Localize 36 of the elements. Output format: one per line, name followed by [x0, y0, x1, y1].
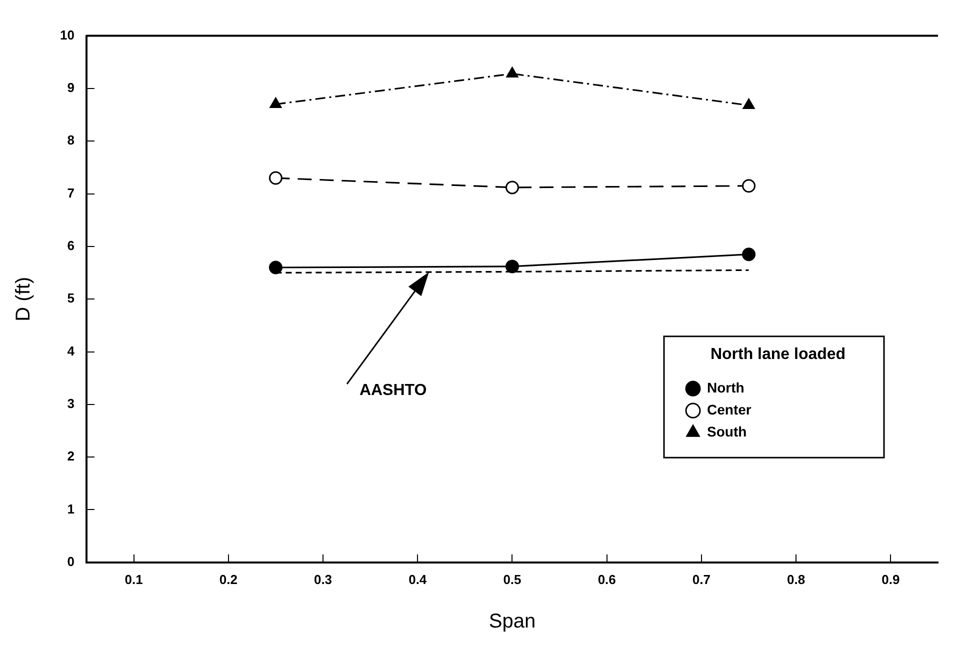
y-tick-label: 4 — [67, 343, 76, 358]
x-axis-title: Span — [488, 610, 536, 633]
point — [742, 179, 756, 193]
x-tick-label: 0.6 — [598, 572, 616, 587]
x-tick-label: 0.3 — [314, 572, 332, 587]
annotation: AASHTO — [359, 382, 427, 400]
y-tick-label: 1 — [67, 501, 74, 516]
legend-label: South — [707, 423, 747, 440]
point — [742, 248, 756, 262]
x-tick-label: 0.8 — [787, 572, 806, 587]
y-axis-title: D (ft) — [12, 276, 35, 322]
x-tick-label: 0.5 — [503, 572, 522, 587]
y-tick-label: 9 — [67, 80, 74, 96]
y-tick-label: 3 — [67, 396, 74, 411]
point — [270, 98, 282, 108]
point — [505, 180, 519, 194]
point — [505, 260, 519, 274]
x-tick-label: 0.2 — [219, 572, 238, 587]
point — [268, 260, 282, 274]
y-tick-label: 2 — [67, 448, 74, 464]
y-tick-label: 6 — [67, 238, 74, 254]
legend-label: Center — [707, 401, 752, 418]
x-tick-label: 0.4 — [408, 572, 428, 587]
point — [742, 98, 755, 110]
legend-title: North lane loaded — [710, 346, 846, 363]
point — [268, 171, 282, 185]
y-tick-label: 5 — [67, 290, 74, 306]
point — [506, 66, 518, 78]
x-tick-label: 0.7 — [692, 572, 710, 587]
y-tick-label: 7 — [67, 185, 74, 200]
legend-label: North — [707, 379, 744, 396]
y-tick-label: 10 — [60, 27, 74, 42]
x-tick-label: 0.9 — [882, 572, 900, 587]
y-tick-label: 0 — [67, 554, 74, 569]
y-tick-label: 8 — [67, 132, 74, 148]
x-tick-label: 0.1 — [124, 572, 143, 587]
